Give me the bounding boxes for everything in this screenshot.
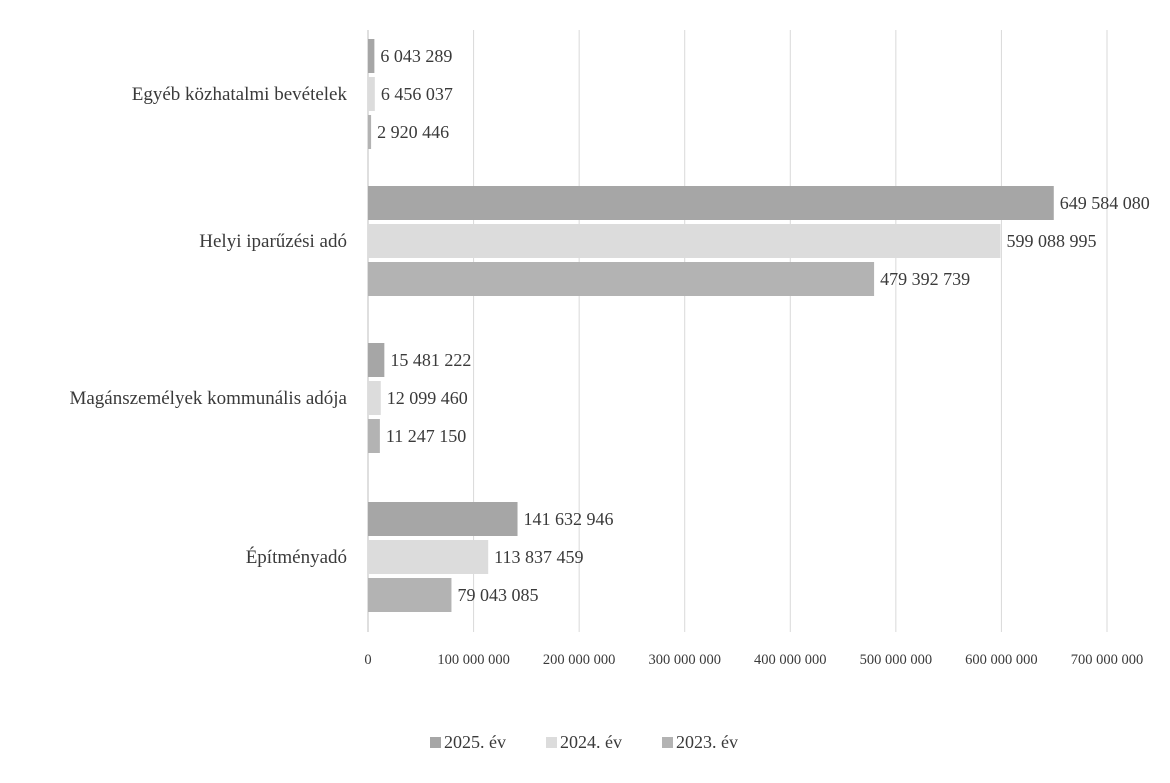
- bar: [368, 540, 489, 574]
- data-label: 79 043 085: [457, 585, 538, 605]
- legend-label: 2023. év: [676, 732, 738, 752]
- bar: [368, 39, 375, 73]
- bar: [368, 186, 1054, 220]
- legend-swatch: [662, 737, 673, 748]
- category-label: Építményadó: [246, 546, 347, 568]
- x-tick-label: 300 000 000: [648, 652, 721, 668]
- bar: [368, 77, 375, 111]
- category-labels: Egyéb közhatalmi bevételek Helyi iparűzés…: [69, 84, 347, 568]
- data-label: 141 632 946: [524, 509, 614, 529]
- x-tick-label: 0: [364, 652, 371, 668]
- grid-lines: [367, 30, 1108, 632]
- data-label: 599 088 995: [1006, 231, 1096, 251]
- bar: [368, 343, 385, 377]
- legend-swatch: [430, 737, 441, 748]
- bars: [368, 39, 1054, 612]
- data-label: 479 392 739: [880, 269, 970, 289]
- x-axis-ticks: 0 100 000 000 200 000 000 300 000 000 400 00…: [364, 652, 1143, 668]
- data-label: 2 920 446: [377, 122, 449, 142]
- data-label: 6 456 037: [381, 84, 453, 104]
- x-tick-label: 200 000 000: [543, 652, 616, 668]
- data-label: 11 247 150: [386, 426, 466, 446]
- data-label: 12 099 460: [387, 388, 468, 408]
- bar: [368, 578, 452, 612]
- x-tick-label: 500 000 000: [860, 652, 933, 668]
- legend: 2025. év 2024. év 2023. év: [430, 732, 738, 752]
- x-tick-label: 600 000 000: [965, 652, 1038, 668]
- x-tick-label: 700 000 000: [1071, 652, 1144, 668]
- bar: [368, 115, 372, 149]
- category-label: Egyéb közhatalmi bevételek: [132, 84, 348, 105]
- bar: [368, 381, 381, 415]
- bar: [368, 262, 875, 296]
- legend-swatch: [546, 737, 557, 748]
- bar: [368, 224, 1001, 258]
- category-label: Magánszemélyek kommunális adója: [69, 388, 347, 409]
- category-label: Helyi iparűzési adó: [199, 231, 347, 252]
- x-tick-label: 100 000 000: [437, 652, 510, 668]
- bar: [368, 419, 380, 453]
- bar: [368, 502, 518, 536]
- x-tick-label: 400 000 000: [754, 652, 827, 668]
- data-label: 113 837 459: [494, 547, 583, 567]
- legend-label: 2025. év: [444, 732, 506, 752]
- data-label: 6 043 289: [380, 46, 452, 66]
- legend-label: 2024. év: [560, 732, 622, 752]
- data-label: 649 584 080: [1060, 193, 1150, 213]
- data-label: 15 481 222: [390, 350, 471, 370]
- data-labels: 6 043 289 6 456 037 2 920 446 649 584 080 59…: [377, 46, 1150, 605]
